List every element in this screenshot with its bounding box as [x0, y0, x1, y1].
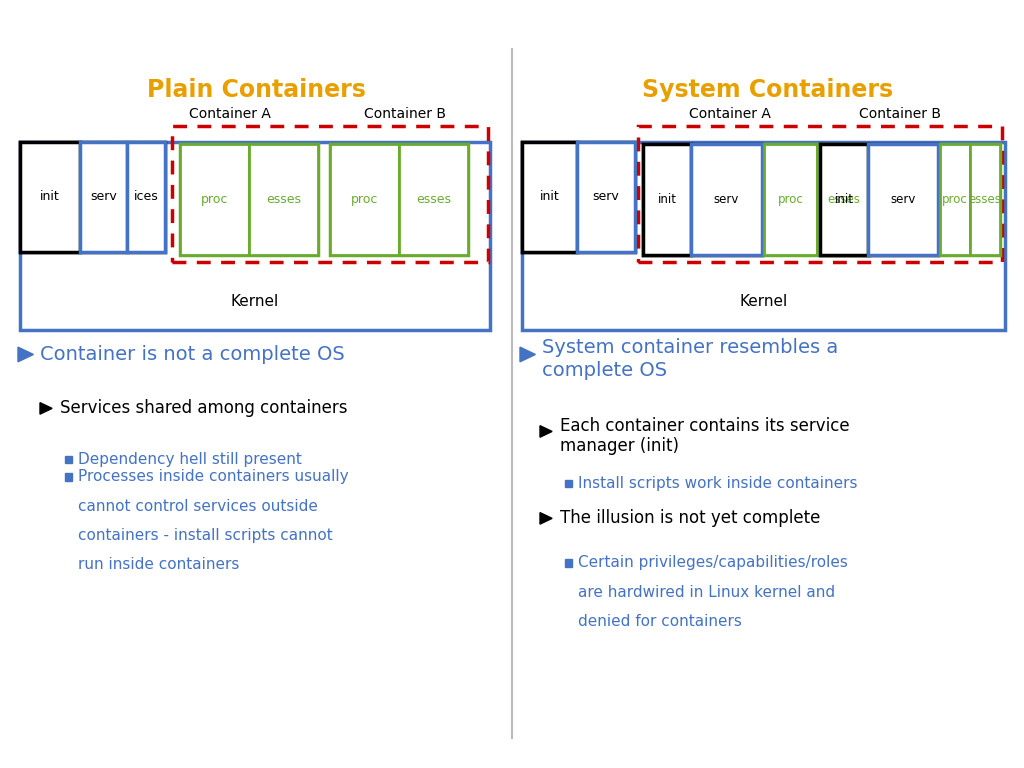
- Bar: [80, 142, 127, 252]
- Bar: [65, 473, 72, 481]
- Text: Container A: Container A: [189, 107, 271, 121]
- Text: Kernel: Kernel: [739, 293, 787, 309]
- Text: Processes inside containers usually: Processes inside containers usually: [78, 469, 348, 485]
- Text: denied for containers: denied for containers: [578, 614, 741, 629]
- Bar: [180, 144, 249, 255]
- Text: manager (init): manager (init): [560, 436, 679, 455]
- Text: proc: proc: [942, 193, 968, 206]
- Text: Plain Containers: Plain Containers: [146, 78, 366, 101]
- Text: Container B: Container B: [364, 107, 446, 121]
- Bar: [180, 144, 318, 255]
- Text: Kernel: Kernel: [230, 293, 280, 309]
- Text: Each container contains its service: Each container contains its service: [560, 417, 850, 435]
- Text: init: init: [835, 193, 853, 206]
- Text: cannot control services outside: cannot control services outside: [78, 499, 317, 514]
- Polygon shape: [520, 347, 536, 362]
- Text: ices: ices: [133, 190, 159, 204]
- Text: esses: esses: [416, 193, 451, 206]
- Bar: [868, 144, 938, 255]
- Bar: [65, 455, 72, 463]
- Text: esses: esses: [266, 193, 301, 206]
- Text: serv: serv: [90, 190, 117, 204]
- Text: Plain vs. System Containers: Plain vs. System Containers: [10, 14, 404, 38]
- Text: containers - install scripts cannot: containers - install scripts cannot: [78, 528, 333, 543]
- Text: proc: proc: [201, 193, 228, 206]
- Bar: [20, 142, 80, 252]
- Bar: [820, 144, 868, 255]
- Text: init: init: [657, 193, 677, 206]
- Bar: [522, 142, 577, 252]
- Bar: [172, 126, 488, 263]
- Bar: [20, 142, 490, 330]
- Bar: [970, 144, 1000, 255]
- Text: serv: serv: [714, 193, 739, 206]
- Bar: [565, 479, 572, 487]
- Polygon shape: [540, 425, 552, 437]
- Bar: [565, 559, 572, 567]
- Bar: [330, 144, 468, 255]
- Text: init: init: [540, 190, 559, 204]
- Text: Container is not a complete OS: Container is not a complete OS: [40, 345, 345, 364]
- Text: 26: 26: [999, 748, 1014, 759]
- Bar: [577, 142, 635, 252]
- Text: Container A: Container A: [689, 107, 771, 121]
- Bar: [940, 144, 1000, 255]
- Text: Install scripts work inside containers: Install scripts work inside containers: [578, 476, 857, 491]
- Text: NSWI150 Virtualizace a Cloud Computing - 2019/2020 David Bednárek: NSWI150 Virtualizace a Cloud Computing -…: [10, 748, 379, 759]
- Bar: [820, 144, 938, 255]
- Text: esses: esses: [969, 193, 1001, 206]
- Text: are hardwired in Linux kernel and: are hardwired in Linux kernel and: [578, 584, 836, 600]
- Bar: [817, 144, 870, 255]
- Text: Services shared among containers: Services shared among containers: [60, 399, 347, 417]
- Bar: [127, 142, 165, 252]
- Bar: [764, 144, 870, 255]
- Bar: [764, 144, 817, 255]
- Text: System container resembles a: System container resembles a: [542, 338, 839, 356]
- Polygon shape: [18, 347, 34, 362]
- Bar: [638, 126, 1002, 263]
- Text: Certain privileges/capabilities/roles: Certain privileges/capabilities/roles: [578, 555, 848, 571]
- Text: serv: serv: [593, 190, 620, 204]
- Polygon shape: [540, 512, 552, 524]
- Bar: [522, 142, 635, 252]
- Text: run inside containers: run inside containers: [78, 558, 240, 572]
- Bar: [940, 144, 970, 255]
- Text: serv: serv: [890, 193, 915, 206]
- Bar: [249, 144, 318, 255]
- Bar: [643, 144, 691, 255]
- Polygon shape: [40, 402, 52, 414]
- Bar: [522, 142, 1005, 330]
- Bar: [643, 144, 762, 255]
- Text: complete OS: complete OS: [542, 361, 667, 379]
- Bar: [399, 144, 468, 255]
- Bar: [20, 142, 165, 252]
- Text: init: init: [40, 190, 59, 204]
- Bar: [691, 144, 762, 255]
- Text: Dependency hell still present: Dependency hell still present: [78, 452, 302, 467]
- Text: Container B: Container B: [859, 107, 941, 121]
- Text: System Containers: System Containers: [642, 78, 894, 101]
- Text: proc: proc: [777, 193, 804, 206]
- Bar: [330, 144, 399, 255]
- Text: The illusion is not yet complete: The illusion is not yet complete: [560, 509, 820, 528]
- Text: esses: esses: [827, 193, 860, 206]
- Text: proc: proc: [351, 193, 378, 206]
